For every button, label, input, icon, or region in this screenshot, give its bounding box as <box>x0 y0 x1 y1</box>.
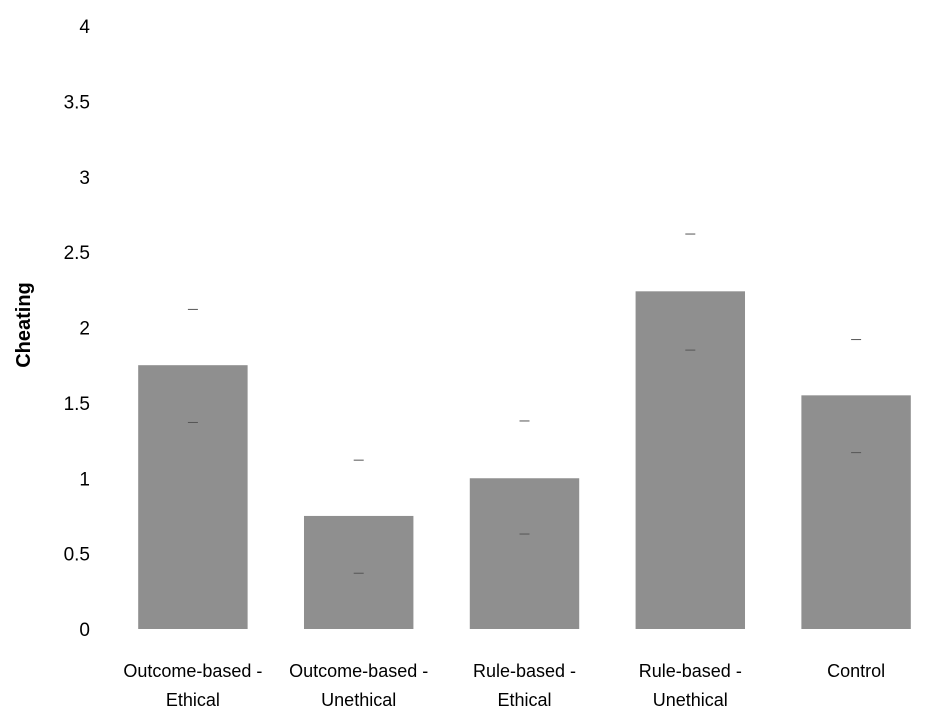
y-tick-label: 0.5 <box>64 545 90 566</box>
y-tick-label: 0 <box>79 620 90 641</box>
x-category-label: Outcome-based - <box>289 661 428 681</box>
x-category-label: Ethical <box>497 690 551 710</box>
y-tick-label: 3.5 <box>64 92 90 113</box>
bars <box>138 291 911 629</box>
bar <box>138 365 248 629</box>
x-category-label: Unethical <box>653 690 728 710</box>
y-tick-label: 4 <box>79 17 90 38</box>
y-tick-label: 3 <box>79 168 90 189</box>
y-axis-title: Cheating <box>13 282 35 368</box>
error-markers <box>187 233 862 574</box>
x-category-label: Rule-based - <box>639 661 742 681</box>
y-axis-title-group: Cheating <box>13 282 35 368</box>
bar <box>635 291 746 629</box>
bar <box>801 395 911 629</box>
bar <box>303 515 414 629</box>
y-tick-label: 1 <box>79 469 90 490</box>
y-tick-label: 1.5 <box>64 394 90 415</box>
x-category-label: Ethical <box>166 690 220 710</box>
y-tick-label: 2 <box>79 319 90 340</box>
x-category-labels: Outcome-based - Ethical Outcome-based - Une… <box>123 661 885 710</box>
x-category-label: Rule-based - <box>473 661 576 681</box>
y-tick-labels: 0 0.5 1 1.5 2 2.5 3 3.5 4 <box>64 17 91 641</box>
x-category-label: Control <box>827 661 885 681</box>
bar <box>469 478 580 629</box>
x-category-label: Outcome-based - <box>123 661 262 681</box>
x-category-label: Unethical <box>321 690 396 710</box>
y-tick-label: 2.5 <box>64 243 90 264</box>
